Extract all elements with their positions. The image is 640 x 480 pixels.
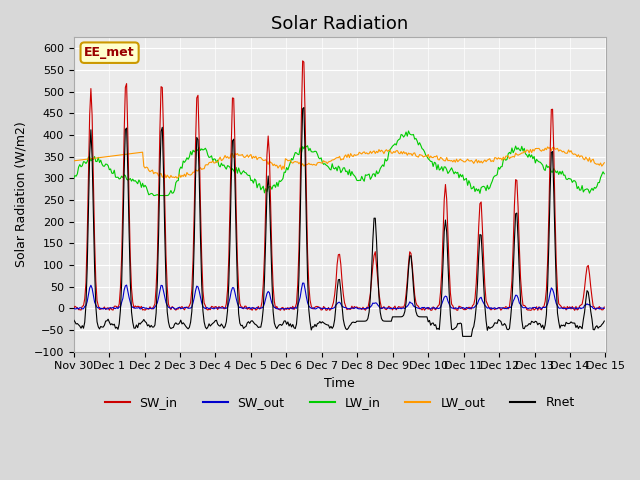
Legend: SW_in, SW_out, LW_in, LW_out, Rnet: SW_in, SW_out, LW_in, LW_out, Rnet	[100, 391, 580, 414]
Text: EE_met: EE_met	[84, 46, 135, 59]
Y-axis label: Solar Radiation (W/m2): Solar Radiation (W/m2)	[15, 121, 28, 267]
Title: Solar Radiation: Solar Radiation	[271, 15, 408, 33]
X-axis label: Time: Time	[324, 377, 355, 390]
